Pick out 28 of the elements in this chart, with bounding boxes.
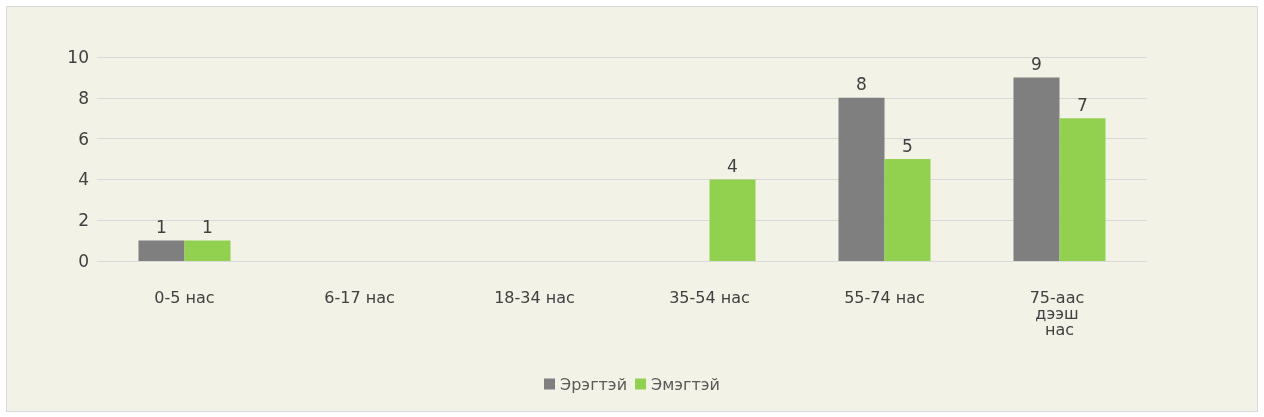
data-label: 1 xyxy=(156,217,167,238)
x-tick-label: 75-аас дээш нас xyxy=(1029,287,1090,339)
y-tick-label: 2 xyxy=(78,210,89,231)
data-label: 8 xyxy=(856,74,867,95)
data-label: 5 xyxy=(902,135,913,156)
x-tick-label: 6-17 нас xyxy=(324,287,395,307)
x-tick-label: 55-74 нас xyxy=(844,287,925,307)
bar xyxy=(709,179,756,261)
legend-label: Эмэгтэй xyxy=(651,374,720,394)
bar xyxy=(884,159,931,261)
y-tick-label: 4 xyxy=(78,169,89,190)
bar xyxy=(1013,77,1060,261)
bar xyxy=(1059,118,1106,261)
x-tick-label: 0-5 нас xyxy=(154,287,215,307)
data-label: 1 xyxy=(202,217,213,238)
legend-label: Эрэгтэй xyxy=(560,374,628,394)
x-tick-label: 35-54 нас xyxy=(669,287,750,307)
y-tick-label: 8 xyxy=(78,87,89,108)
y-tick-label: 6 xyxy=(78,128,89,149)
y-tick-label: 0 xyxy=(78,251,89,271)
data-label: 9 xyxy=(1031,53,1042,74)
bar xyxy=(138,240,185,261)
bar xyxy=(184,240,231,261)
bar xyxy=(838,97,885,261)
data-label: 7 xyxy=(1077,94,1088,115)
x-tick-label: 18-34 нас xyxy=(494,287,575,307)
y-tick-label: 10 xyxy=(67,47,89,67)
data-label: 4 xyxy=(727,155,738,176)
